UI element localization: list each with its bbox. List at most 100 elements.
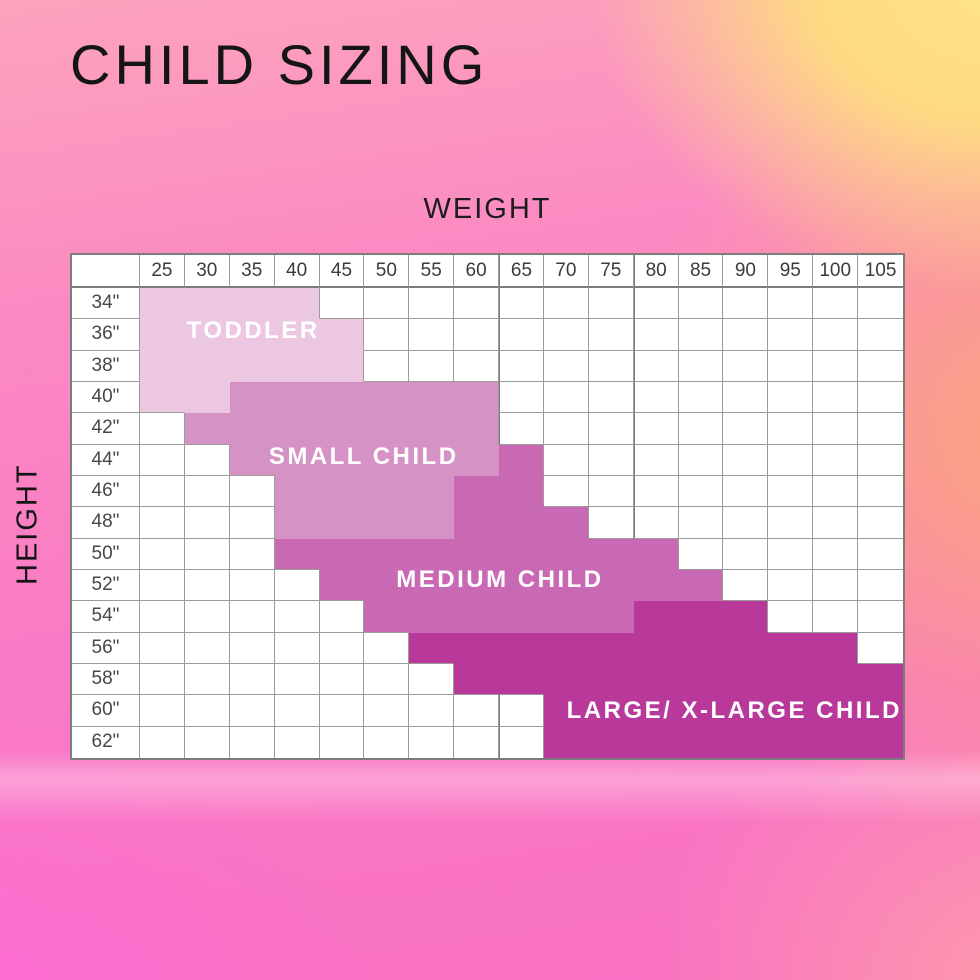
grid-cell xyxy=(858,538,903,570)
grid-cell xyxy=(768,695,814,727)
grid-cell xyxy=(543,382,589,414)
height-label-cell: 44" xyxy=(72,444,140,476)
grid-cell xyxy=(723,444,769,476)
grid-cell xyxy=(184,382,230,414)
grid-cell xyxy=(499,507,544,539)
grid-cell xyxy=(409,664,455,696)
weight-header-cell: 95 xyxy=(768,255,814,288)
weight-header-cell: 105 xyxy=(858,255,903,288)
grid-cell xyxy=(633,413,679,445)
grid-cell xyxy=(140,319,185,351)
grid-cell xyxy=(543,538,589,570)
grid-cell xyxy=(499,444,544,476)
grid-cell xyxy=(723,413,769,445)
grid-cell xyxy=(319,570,365,602)
grid-cell xyxy=(858,664,903,696)
grid-cell xyxy=(229,632,275,664)
grid-cell xyxy=(184,632,230,664)
grid-cell xyxy=(678,382,724,414)
grid-cell xyxy=(319,601,365,633)
grid-cell xyxy=(858,288,903,320)
grid-cell xyxy=(364,476,410,508)
grid-cell xyxy=(140,382,185,414)
grid-cell xyxy=(588,570,634,602)
grid-cell xyxy=(229,319,275,351)
grid-cell xyxy=(588,382,634,414)
height-label-cell: 60" xyxy=(72,695,140,727)
grid-cell xyxy=(499,382,544,414)
grid-cell xyxy=(678,726,724,758)
grid-cell xyxy=(409,288,455,320)
grid-cell xyxy=(499,695,544,727)
grid-cell xyxy=(588,350,634,382)
grid-cell xyxy=(140,444,185,476)
grid-cell xyxy=(768,382,814,414)
grid-cell xyxy=(588,632,634,664)
grid-cell xyxy=(140,726,185,758)
grid-cell xyxy=(184,570,230,602)
grid-cell xyxy=(184,507,230,539)
grid-cell xyxy=(229,476,275,508)
grid-cell xyxy=(588,664,634,696)
height-label-cell: 36" xyxy=(72,319,140,351)
grid-cell xyxy=(499,664,544,696)
grid-cell xyxy=(499,632,544,664)
grid-cell xyxy=(858,632,903,664)
grid-cell xyxy=(499,726,544,758)
grid-cell xyxy=(858,476,903,508)
grid-cell xyxy=(768,538,814,570)
grid-cell xyxy=(633,632,679,664)
grid-cell xyxy=(499,413,544,445)
grid-cell xyxy=(678,350,724,382)
grid-cell xyxy=(543,288,589,320)
grid-cell xyxy=(723,570,769,602)
grid-cell xyxy=(319,288,365,320)
weight-header-cell: 85 xyxy=(678,255,724,288)
grid-cell xyxy=(858,695,903,727)
grid-cell xyxy=(499,570,544,602)
grid-cell xyxy=(813,350,859,382)
grid-cell xyxy=(813,695,859,727)
grid-cell xyxy=(364,632,410,664)
grid-cell xyxy=(184,726,230,758)
grid-cell xyxy=(409,570,455,602)
grid-cell xyxy=(184,350,230,382)
grid-cell xyxy=(678,570,724,602)
grid-cell xyxy=(813,319,859,351)
grid-cell xyxy=(409,476,455,508)
grid-cell xyxy=(229,695,275,727)
grid-cell xyxy=(768,632,814,664)
grid-cell xyxy=(499,319,544,351)
height-label-cell: 48" xyxy=(72,507,140,539)
grid-cell xyxy=(633,726,679,758)
grid-cell xyxy=(409,350,455,382)
grid-cell xyxy=(364,664,410,696)
grid-cell xyxy=(858,413,903,445)
grid-cell xyxy=(543,444,589,476)
grid-cell xyxy=(543,319,589,351)
grid-cell xyxy=(184,664,230,696)
grid-cell xyxy=(184,444,230,476)
grid-cell xyxy=(813,632,859,664)
grid-cell xyxy=(274,538,320,570)
grid-cell xyxy=(858,382,903,414)
grid-cell xyxy=(409,413,455,445)
grid-cell xyxy=(319,444,365,476)
grid-cell xyxy=(723,632,769,664)
grid-cell xyxy=(364,695,410,727)
grid-cell xyxy=(858,350,903,382)
grid-cell xyxy=(409,507,455,539)
grid-cell xyxy=(274,664,320,696)
grid-cell xyxy=(454,288,500,320)
grid-cell xyxy=(543,695,589,727)
grid-cell xyxy=(274,444,320,476)
grid-cell xyxy=(319,319,365,351)
grid-cell xyxy=(499,350,544,382)
grid-cell xyxy=(140,507,185,539)
grid-cell xyxy=(588,476,634,508)
grid-cell xyxy=(454,507,500,539)
grid-cell xyxy=(633,350,679,382)
grid-cell xyxy=(723,726,769,758)
grid-cell xyxy=(499,538,544,570)
grid-cell xyxy=(454,632,500,664)
